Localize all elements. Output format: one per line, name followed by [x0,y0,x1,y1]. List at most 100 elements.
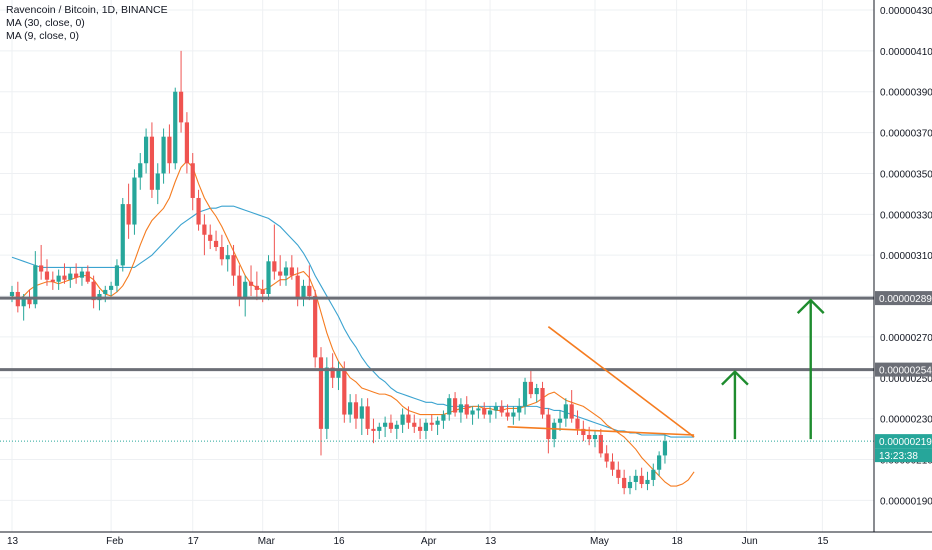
candle-body [219,247,224,260]
candle-body [120,204,125,266]
candle-body [138,163,143,178]
ma9-line [11,160,695,487]
candle-body [260,289,265,295]
candle-body [604,453,609,462]
candle-body [33,265,38,305]
candle-body [522,381,528,407]
level-low-badge: 0.00000254 [879,366,932,377]
candle-body [109,285,114,290]
y-tick-label: 0.00000270 [880,333,932,344]
candle-body [237,275,242,299]
ma30-legend[interactable]: MA (30, close, 0) [6,17,85,29]
candle-body [639,475,644,485]
candle-body [569,404,574,419]
candle-body [324,367,329,429]
candle-body [540,387,545,415]
candle-body [557,418,563,423]
candle-body [21,298,26,307]
candle-body [114,265,120,286]
symbol-title[interactable]: Ravencoin / Bitcoin, 1D, BINANCE [6,4,168,16]
candle-body [190,163,195,198]
y-tick-label: 0.00000330 [880,210,932,221]
candle-body [610,461,615,470]
candle-body [173,91,178,164]
candle-body [278,271,283,276]
candle-body [336,369,341,378]
candle-body [563,404,568,419]
candle-body [126,204,131,225]
candle-body [301,285,306,299]
candle-body [91,281,96,301]
ma30-line [11,205,695,438]
candle-body [103,289,108,295]
level-low-badge-bg [875,362,932,377]
candle-body [68,273,73,280]
candle-body [662,441,668,456]
level-high-badge: 0.00000289 [879,294,932,305]
x-tick-label: Mar [258,536,276,547]
candle-body [377,426,382,431]
drawings[interactable] [507,298,825,440]
x-tick-label: Feb [106,536,124,547]
arrow-head [721,369,749,386]
arrow-head [796,298,825,314]
candle-body [400,414,405,425]
chart-legend: Ravencoin / Bitcoin, 1D, BINANCE MA (30,… [6,4,168,43]
candle-body [79,271,85,278]
candle-body [435,420,440,425]
candlestick-series [9,50,668,495]
y-tick-label: 0.00000430 [880,6,932,17]
y-tick-label: 0.00000350 [880,169,932,180]
ma9-legend[interactable]: MA (9, close, 0) [6,30,79,42]
candle-body [283,267,289,276]
candle-body [225,255,230,260]
last-price-badge-bg [875,434,932,449]
candle-body [161,136,166,174]
candle-body [575,418,580,429]
candle-body [616,469,621,478]
candle-body [27,298,32,305]
candle-body [330,367,335,378]
candle-body [365,406,370,429]
trendline [547,326,695,438]
candle-body [50,279,55,282]
y-tick-label: 0.00000370 [880,129,932,140]
x-tick-label: 17 [188,536,200,547]
x-tick-label: 13 [7,536,19,547]
last-price-badge: 0.00000219 [879,437,932,448]
candle-body [470,410,475,415]
candle-body [622,477,627,489]
level-high-badge-bg [875,291,932,306]
candle-body [202,224,207,235]
candle-body [266,261,271,295]
candle-body [487,410,493,415]
candle-body [447,398,452,415]
candle-body [272,261,277,272]
candle-body [552,422,557,440]
candle-body [342,369,347,415]
candle-body [528,381,533,395]
x-tick-label: 16 [333,536,345,547]
candle-body [534,387,539,395]
horizontal-levels[interactable] [0,296,874,442]
candle-body [546,414,551,440]
candle-body [213,240,219,248]
candle-body [9,291,15,297]
candle-body [178,91,184,123]
candle-body [441,414,446,421]
candle-body [313,296,318,358]
candle-body [254,285,259,290]
candle-body [155,173,160,190]
x-tick-label: May [590,536,609,547]
candle-body [231,255,236,276]
candle-body [132,177,137,225]
candle-body [418,426,423,431]
ma9-line-group [11,160,695,487]
y-tick-label: 0.00000390 [880,88,932,99]
countdown-badge-bg [875,448,932,463]
candle-body [482,408,487,415]
candle-body [587,434,592,440]
candle-body [657,455,662,470]
candle-body [56,275,61,282]
